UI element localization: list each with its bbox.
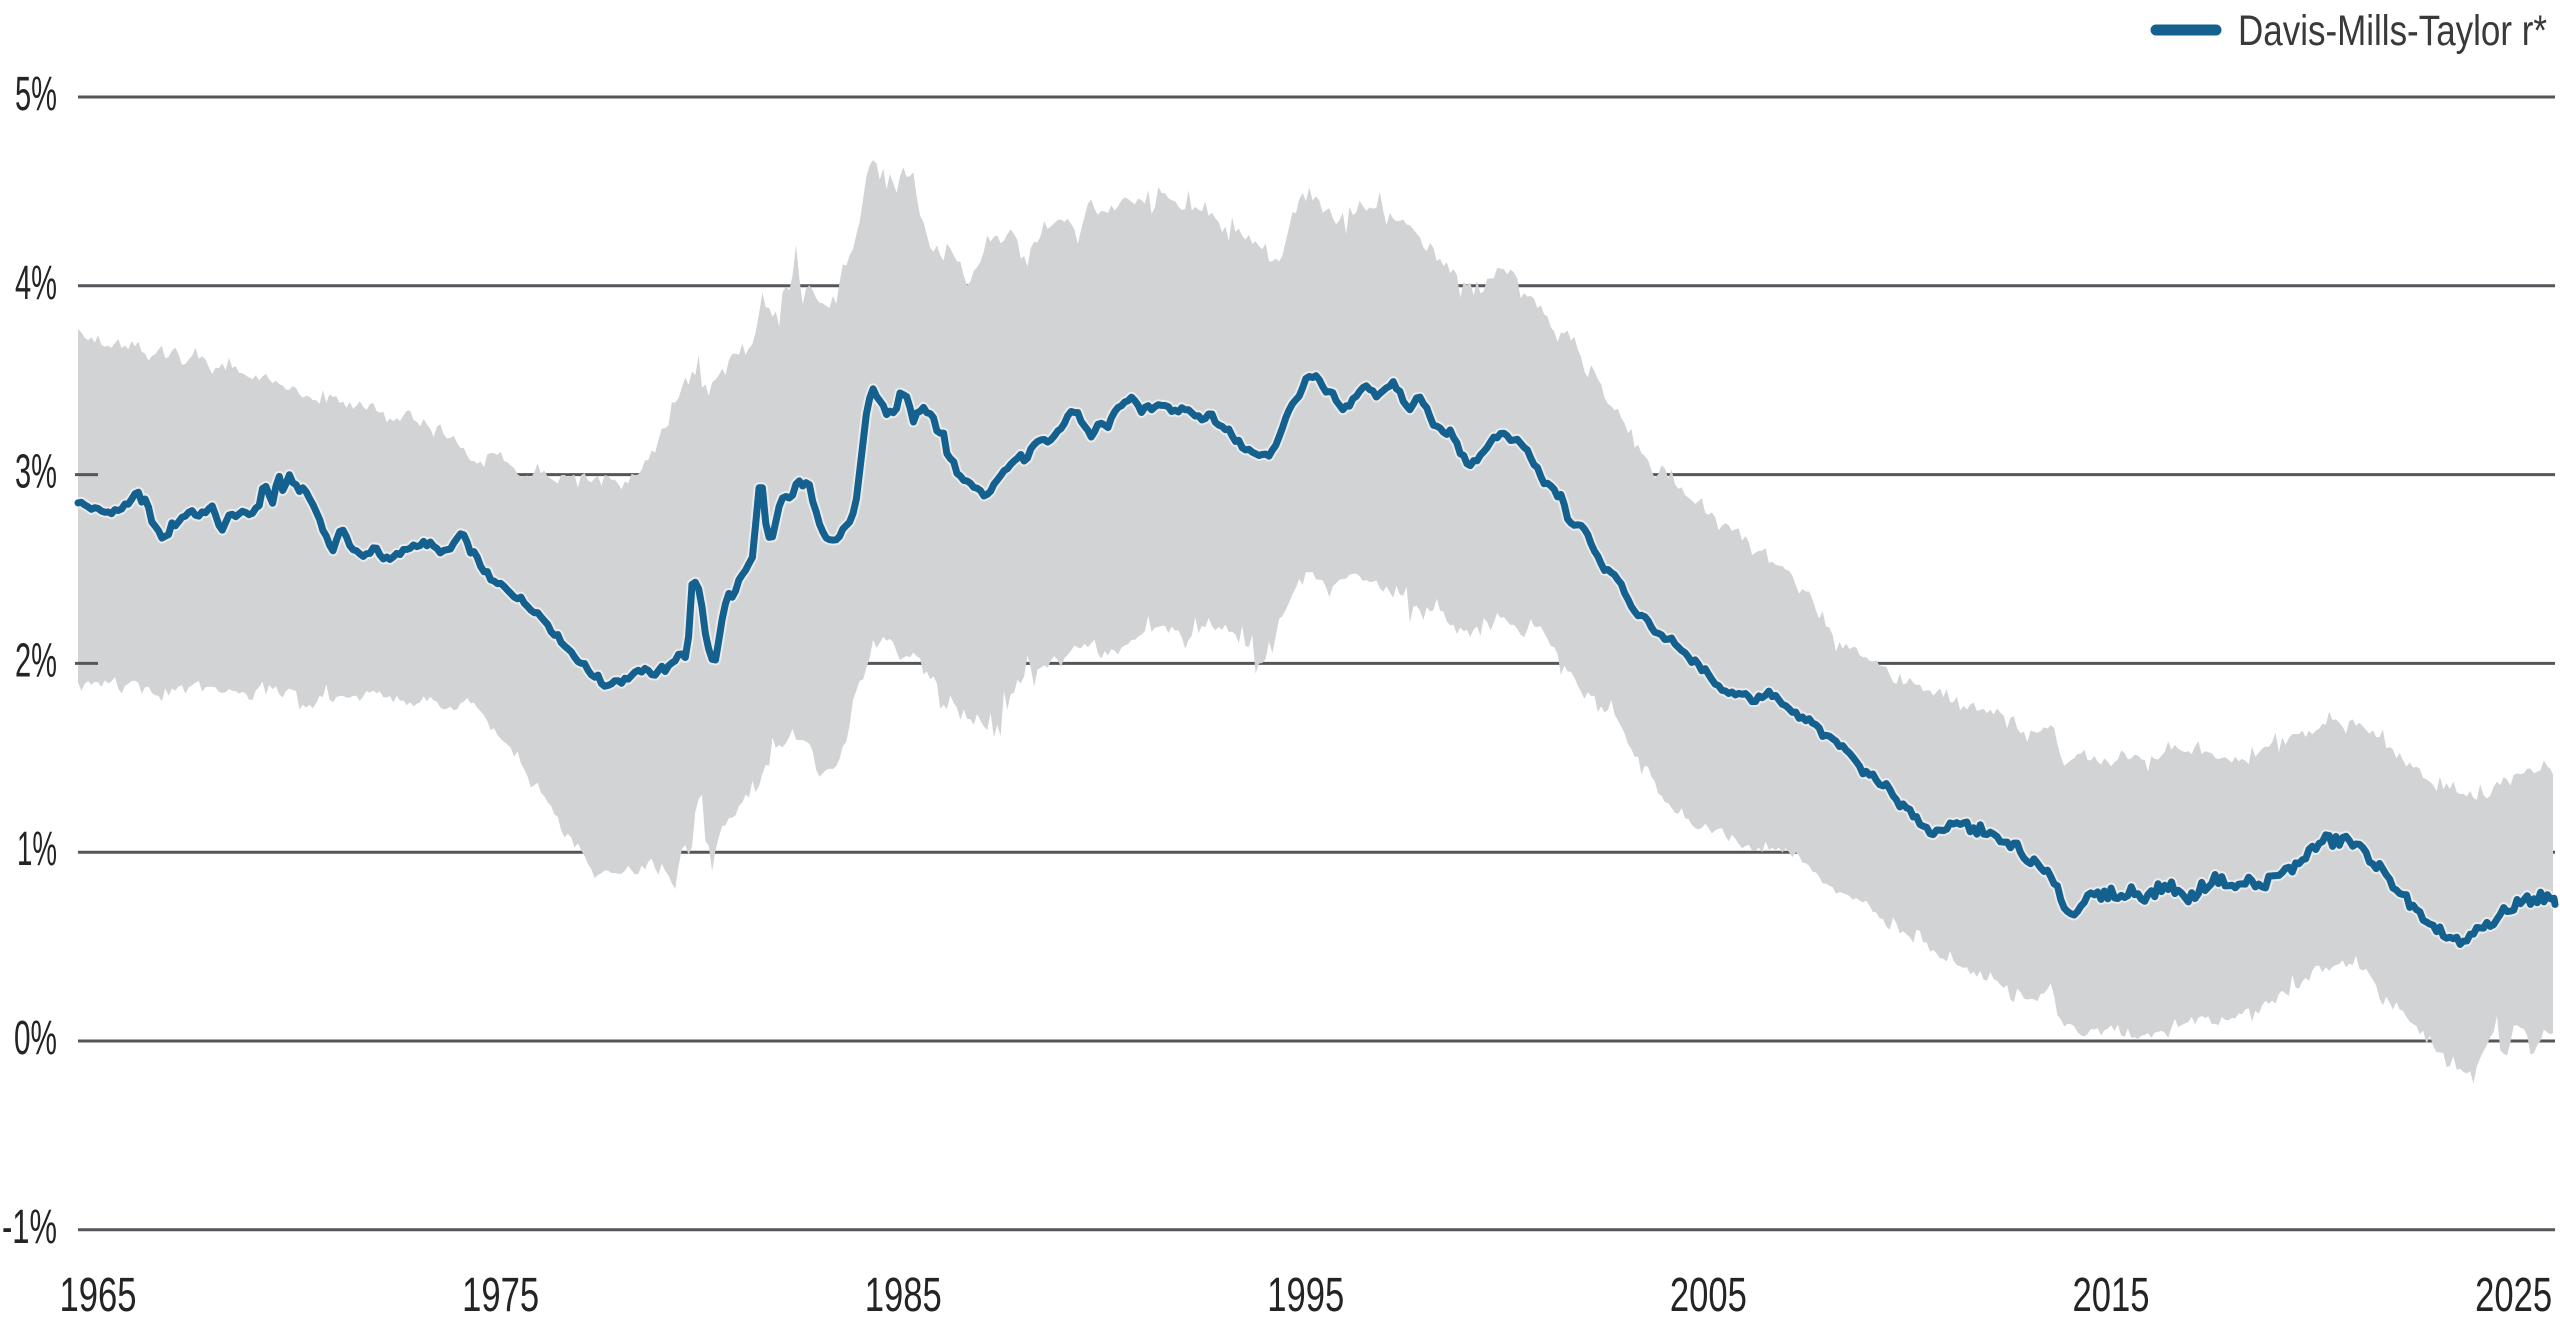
- svg-text:2025: 2025: [2475, 1269, 2552, 1320]
- svg-text:1965: 1965: [60, 1269, 137, 1320]
- svg-text:Davis-Mills-Taylor r*: Davis-Mills-Taylor r*: [2238, 7, 2547, 55]
- svg-text:1%: 1%: [17, 823, 57, 876]
- svg-text:1985: 1985: [865, 1269, 942, 1320]
- svg-text:1995: 1995: [1267, 1269, 1344, 1320]
- svg-text:3%: 3%: [15, 446, 57, 499]
- svg-text:5%: 5%: [15, 68, 57, 121]
- svg-text:-1%: -1%: [2, 1201, 57, 1254]
- svg-text:1975: 1975: [462, 1269, 539, 1320]
- svg-text:0%: 0%: [14, 1012, 57, 1065]
- svg-text:2015: 2015: [2073, 1269, 2150, 1320]
- svg-text:4%: 4%: [15, 257, 57, 310]
- svg-text:2%: 2%: [15, 634, 57, 687]
- svg-text:2005: 2005: [1670, 1269, 1747, 1320]
